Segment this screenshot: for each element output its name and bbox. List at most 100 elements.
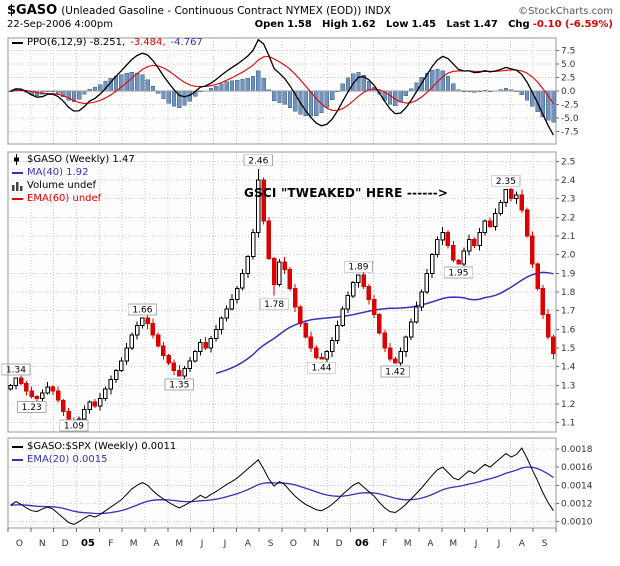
line-icon xyxy=(12,197,27,200)
svg-text:7.5: 7.5 xyxy=(561,46,575,56)
svg-text:S: S xyxy=(268,539,274,549)
svg-text:M: M xyxy=(449,539,457,549)
svg-text:1.4: 1.4 xyxy=(561,363,576,373)
svg-text:0.0016: 0.0016 xyxy=(561,463,593,473)
svg-text:2.1: 2.1 xyxy=(561,232,575,242)
svg-text:0.0012: 0.0012 xyxy=(561,500,593,510)
line-icon xyxy=(12,445,27,448)
svg-text:A: A xyxy=(245,539,252,549)
svg-text:1.1: 1.1 xyxy=(561,419,575,429)
ratio-series-label: $GASO:$SPX (Weekly) 0.0011 xyxy=(27,441,177,452)
title-row: $GASO (Unleaded Gasoline - Continuous Co… xyxy=(7,3,613,18)
svg-text:S: S xyxy=(542,539,548,549)
svg-text:1.42: 1.42 xyxy=(385,367,405,377)
legend-row: PPO(6,12,9) -8.251, -3.484, -4.767 xyxy=(12,36,208,49)
svg-text:1.66: 1.66 xyxy=(132,306,152,316)
ema20-label: EMA(20) 0.0015 xyxy=(27,454,108,465)
svg-text:1.3: 1.3 xyxy=(561,381,575,391)
last-value: 1.47 xyxy=(473,19,498,30)
line-icon xyxy=(12,458,27,461)
svg-text:J: J xyxy=(497,539,501,549)
svg-text:1.34: 1.34 xyxy=(6,365,26,375)
ratio-legend: $GASO:$SPX (Weekly) 0.0011 EMA(20) 0.001… xyxy=(12,440,176,466)
symbol-description: (Unleaded Gasoline - Continuous Contract… xyxy=(61,5,391,17)
svg-text:2.5: 2.5 xyxy=(561,74,575,84)
svg-text:5.0: 5.0 xyxy=(561,60,576,70)
svg-text:1.89: 1.89 xyxy=(348,263,368,273)
line-icon xyxy=(12,171,27,174)
svg-text:2.0: 2.0 xyxy=(561,251,576,261)
svg-text:1.23: 1.23 xyxy=(22,403,42,413)
svg-text:1.5: 1.5 xyxy=(561,344,575,354)
timestamp: 22-Sep-2006 4:00pm xyxy=(7,19,113,30)
legend-row: EMA(60) undef xyxy=(12,192,135,205)
svg-text:J: J xyxy=(474,539,478,549)
legend-row: EMA(20) 0.0015 xyxy=(12,453,176,466)
svg-text:1.8: 1.8 xyxy=(561,288,576,298)
legend-row: $GASO (Weekly) 1.47 xyxy=(12,153,135,166)
line-icon xyxy=(12,41,27,44)
svg-text:0.0014: 0.0014 xyxy=(561,481,593,491)
legend-row: $GASO:$SPX (Weekly) 0.0011 xyxy=(12,440,176,453)
svg-text:A: A xyxy=(519,539,526,549)
candlestick-icon xyxy=(12,154,27,165)
quote-strip: Open 1.58 High 1.62 Low 1.45 Last 1.47 Chg -0… xyxy=(248,19,613,30)
svg-text:1.9: 1.9 xyxy=(561,269,576,279)
svg-text:J: J xyxy=(200,539,204,549)
svg-text:O: O xyxy=(290,539,297,549)
svg-text:1.7: 1.7 xyxy=(561,307,575,317)
price-series-label: $GASO (Weekly) 1.47 xyxy=(27,154,135,165)
chg-value: -0.10 (-6.59%) xyxy=(532,19,613,30)
ppo-histogram-value: -4.767 xyxy=(170,37,203,48)
svg-text:2.46: 2.46 xyxy=(248,156,268,166)
svg-text:O: O xyxy=(16,539,23,549)
legend-row: MA(40) 1.92 xyxy=(12,166,135,179)
svg-text:1.78: 1.78 xyxy=(264,300,284,310)
volume-bars-icon xyxy=(12,181,27,191)
svg-text:1.95: 1.95 xyxy=(448,269,468,279)
high-label: High xyxy=(322,19,349,30)
svg-text:-7.5: -7.5 xyxy=(561,128,579,138)
svg-text:F: F xyxy=(382,539,387,549)
svg-text:N: N xyxy=(39,539,46,549)
svg-text:2.5: 2.5 xyxy=(561,157,575,167)
quote-row: 22-Sep-2006 4:00pm Open 1.58 High 1.62 Low… xyxy=(7,19,613,30)
ema60-label: EMA(60) undef xyxy=(27,193,102,204)
symbol: $GASO xyxy=(7,3,58,18)
svg-text:M: M xyxy=(404,539,412,549)
svg-text:2.2: 2.2 xyxy=(561,213,575,223)
svg-text:-5.0: -5.0 xyxy=(561,114,579,124)
last-label: Last xyxy=(446,19,471,30)
svg-text:1.44: 1.44 xyxy=(311,364,331,374)
ma40-label: MA(40) 1.92 xyxy=(27,167,89,178)
svg-text:2.35: 2.35 xyxy=(496,177,516,187)
gsci-annotation: GSCI "TWEAKED" HERE ------> xyxy=(244,186,449,200)
low-value: 1.45 xyxy=(411,19,437,30)
svg-text:05: 05 xyxy=(81,538,95,549)
svg-text:2.3: 2.3 xyxy=(561,195,575,205)
chart-header: $GASO (Unleaded Gasoline - Continuous Co… xyxy=(7,3,613,30)
ppo-legend: PPO(6,12,9) -8.251, -3.484, -4.767 xyxy=(12,36,208,49)
svg-text:M: M xyxy=(130,539,138,549)
open-label: Open xyxy=(254,19,285,30)
svg-text:A: A xyxy=(153,539,160,549)
stockcharts-credit: ©StockCharts.com xyxy=(518,6,613,17)
price-legend: $GASO (Weekly) 1.47 MA(40) 1.92 Volume u… xyxy=(12,153,135,205)
svg-text:1.09: 1.09 xyxy=(64,422,84,432)
svg-text:0.0018: 0.0018 xyxy=(561,445,593,455)
svg-text:D: D xyxy=(336,539,343,549)
svg-text:06: 06 xyxy=(355,538,369,549)
volume-label: Volume undef xyxy=(27,180,97,191)
svg-text:1.6: 1.6 xyxy=(561,325,576,335)
chg-label: Chg xyxy=(508,19,530,30)
svg-text:1.2: 1.2 xyxy=(561,400,575,410)
svg-text:D: D xyxy=(62,539,69,549)
svg-text:1.35: 1.35 xyxy=(169,381,189,391)
svg-text:A: A xyxy=(427,539,434,549)
svg-text:0.0010: 0.0010 xyxy=(561,518,593,528)
svg-text:-2.5: -2.5 xyxy=(561,101,579,111)
low-label: Low xyxy=(385,19,409,30)
svg-text:N: N xyxy=(313,539,320,549)
